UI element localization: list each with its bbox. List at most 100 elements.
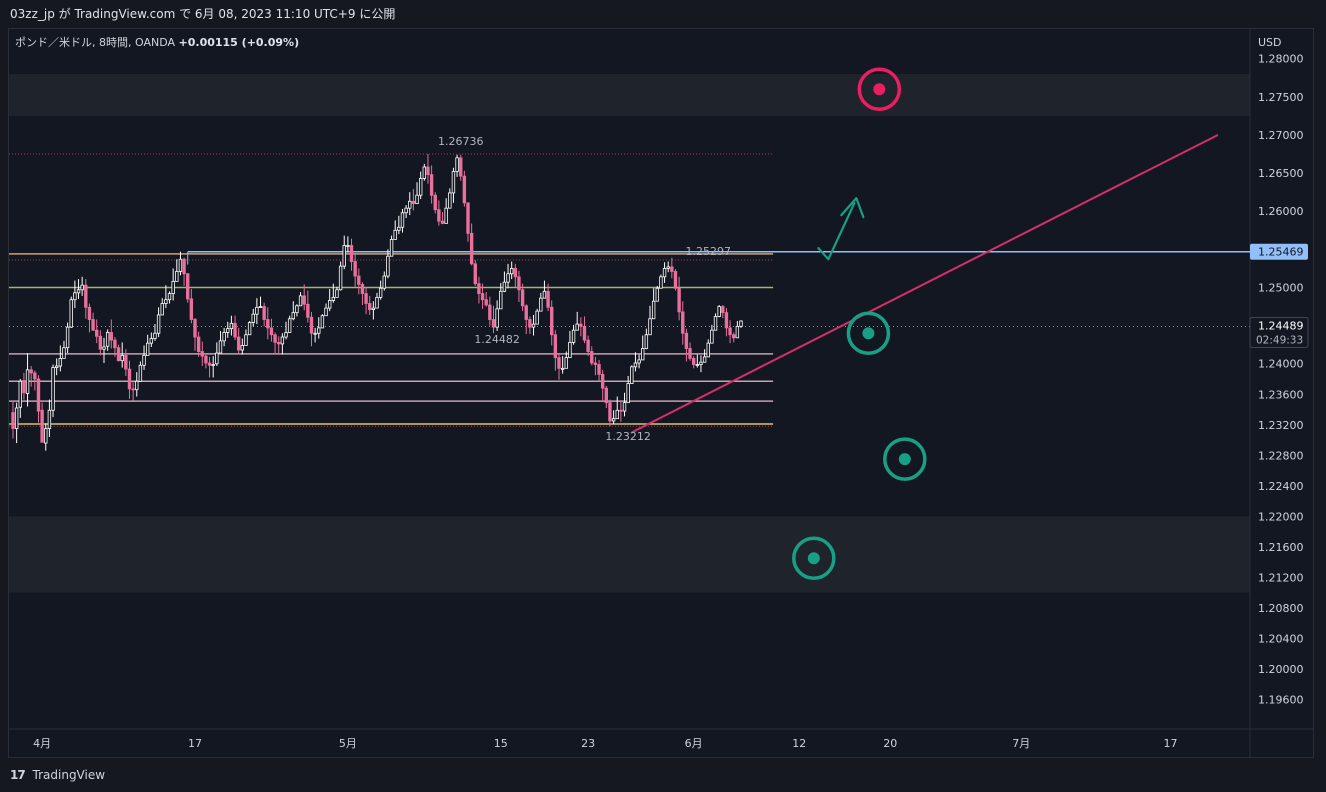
candle-body bbox=[105, 332, 110, 347]
candle-body bbox=[14, 407, 19, 429]
candle-body bbox=[145, 342, 150, 356]
candle-body bbox=[440, 220, 445, 224]
target-marker-ring bbox=[883, 437, 927, 481]
candle-body bbox=[47, 409, 52, 429]
candle-body bbox=[568, 341, 572, 359]
price-annotation-label: 1.25297 bbox=[685, 245, 731, 258]
time-axis-tick: 17 bbox=[1164, 737, 1178, 750]
candle-body bbox=[327, 300, 332, 309]
price-axis-tick: 1.20800 bbox=[1258, 602, 1304, 615]
price-axis-tick: 1.20400 bbox=[1258, 632, 1304, 645]
candle-body bbox=[277, 341, 281, 345]
candle-body bbox=[619, 409, 623, 412]
candle-body bbox=[302, 295, 306, 305]
candle-body bbox=[517, 276, 521, 291]
candle-body bbox=[226, 328, 230, 333]
candle-body bbox=[138, 364, 143, 382]
candle-body bbox=[127, 368, 132, 390]
candle-body bbox=[546, 290, 550, 308]
candle-body bbox=[713, 316, 718, 331]
candle-body bbox=[120, 354, 124, 362]
candle-body bbox=[528, 319, 532, 328]
candle-body bbox=[426, 166, 430, 176]
candle-body bbox=[247, 322, 252, 336]
time-axis-tick: 6月 bbox=[685, 737, 703, 750]
candle-body bbox=[513, 268, 518, 278]
candle-body bbox=[400, 212, 405, 228]
price-axis-tick: 1.28000 bbox=[1258, 53, 1304, 66]
candle-body bbox=[76, 289, 81, 294]
candle-body bbox=[560, 367, 565, 370]
candle-body bbox=[215, 352, 219, 365]
candle-body bbox=[18, 380, 22, 408]
candle-body bbox=[564, 357, 568, 369]
candle-body bbox=[131, 388, 135, 391]
price-annotation-label: 1.23212 bbox=[605, 430, 651, 443]
candle-body bbox=[255, 306, 259, 315]
candle-body bbox=[193, 319, 197, 338]
candle-body bbox=[608, 402, 612, 422]
candle-body bbox=[677, 287, 681, 313]
candle-body bbox=[571, 329, 576, 343]
candle-body bbox=[360, 284, 365, 294]
bar-countdown: 02:49:33 bbox=[1256, 334, 1303, 346]
candle-body bbox=[196, 336, 201, 352]
target-marker-dot bbox=[807, 552, 820, 565]
candle-body bbox=[160, 303, 164, 316]
price-axis-tick: 1.19600 bbox=[1258, 693, 1304, 706]
footer-brand[interactable]: TradingView bbox=[32, 768, 106, 782]
candle-body bbox=[349, 245, 354, 262]
candle-body bbox=[233, 322, 237, 338]
legend-change: +0.00115 (+0.09%) bbox=[179, 36, 300, 49]
price-axis-tick: 1.21600 bbox=[1258, 541, 1304, 554]
candle-body bbox=[313, 332, 317, 335]
candle-body bbox=[36, 378, 41, 412]
legend-symbol[interactable]: ポンド／米ドル, 8時間, OANDA bbox=[15, 36, 179, 49]
chart-canvas[interactable]: 1.26736 1.25297 1.24482 1.23212 ポンド／米ドル, 8時間… bbox=[9, 29, 1313, 757]
candle-body bbox=[298, 295, 303, 307]
candle-body bbox=[444, 207, 448, 224]
candle-body bbox=[662, 268, 667, 278]
candle-body bbox=[437, 209, 441, 222]
candle-body bbox=[520, 289, 525, 307]
candle-body bbox=[338, 265, 343, 291]
candle-body bbox=[149, 338, 154, 344]
candle-body bbox=[477, 283, 481, 294]
candle-body bbox=[673, 271, 678, 289]
price-axis-tick: 1.23600 bbox=[1258, 388, 1304, 401]
candle-body bbox=[429, 174, 434, 196]
candle-body bbox=[62, 347, 66, 359]
candle-body bbox=[710, 329, 714, 344]
candle-body bbox=[695, 364, 700, 366]
candle-body bbox=[11, 412, 15, 429]
candle-body bbox=[702, 356, 707, 363]
candle-body bbox=[611, 418, 616, 422]
candle-body bbox=[244, 334, 248, 346]
candle-body bbox=[717, 306, 721, 317]
candle-body bbox=[80, 284, 84, 291]
chart-panel[interactable]: 1.26736 1.25297 1.24482 1.23212 ポンド／米ドル, 8時間… bbox=[8, 28, 1314, 758]
tradingview-logo-icon[interactable]: 17 bbox=[10, 768, 26, 782]
candle-body bbox=[25, 369, 30, 394]
candle-body bbox=[681, 311, 685, 334]
candle-body bbox=[51, 367, 55, 411]
candle-body bbox=[644, 334, 649, 349]
candle-body bbox=[204, 355, 208, 364]
marked-level-value: 1.25469 bbox=[1258, 246, 1304, 259]
time-axis-tick: 12 bbox=[792, 737, 806, 750]
candle-body bbox=[368, 303, 372, 311]
candle-body bbox=[236, 336, 241, 351]
candle-body bbox=[637, 359, 641, 364]
candle-body bbox=[575, 323, 579, 331]
target-marker-dot bbox=[873, 83, 886, 96]
currency-label: USD bbox=[1258, 36, 1282, 49]
candle-body bbox=[295, 305, 299, 314]
candle-body bbox=[211, 364, 215, 366]
candle-body bbox=[735, 325, 740, 339]
candle-body bbox=[422, 166, 427, 179]
candle-body bbox=[506, 273, 510, 283]
candle-body bbox=[207, 362, 212, 366]
time-axis-tick: 7月 bbox=[1012, 737, 1030, 750]
candle-body bbox=[324, 307, 328, 317]
candle-body bbox=[287, 318, 292, 333]
